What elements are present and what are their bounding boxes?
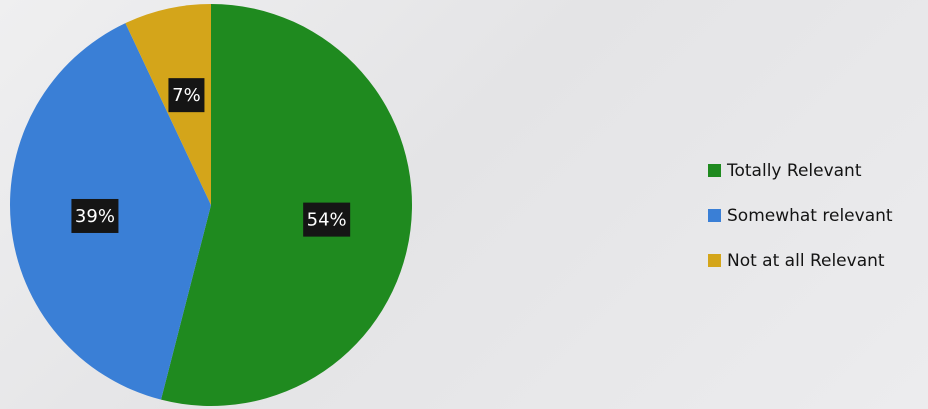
legend-item-not-at-all-relevant: Not at all Relevant bbox=[708, 243, 893, 278]
legend-item-somewhat-relevant: Somewhat relevant bbox=[708, 198, 893, 233]
data-label-totally-relevant: 54% bbox=[303, 202, 351, 237]
legend-swatch-totally-relevant bbox=[708, 164, 721, 177]
data-label-somewhat-relevant: 39% bbox=[71, 198, 119, 233]
legend-item-totally-relevant: Totally Relevant bbox=[708, 153, 893, 188]
pie-slice-totally-relevant bbox=[161, 4, 412, 406]
pie-slice-not-at-all-relevant bbox=[125, 4, 211, 205]
data-label-text-totally-relevant: 54% bbox=[307, 210, 347, 231]
pie-slices bbox=[10, 4, 412, 406]
data-label-text-not-at-all-relevant: 7% bbox=[172, 85, 201, 106]
pie-data-labels: 54% 39% 7% bbox=[71, 78, 351, 237]
legend-label-not-at-all-relevant: Not at all Relevant bbox=[727, 250, 885, 271]
legend: Totally Relevant Somewhat relevant Not a… bbox=[708, 153, 893, 278]
legend-swatch-not-at-all-relevant bbox=[708, 254, 721, 267]
data-label-box-totally-relevant bbox=[303, 202, 351, 237]
data-label-box-somewhat-relevant bbox=[71, 198, 119, 233]
legend-swatch-somewhat-relevant bbox=[708, 209, 721, 222]
legend-label-somewhat-relevant: Somewhat relevant bbox=[727, 205, 893, 226]
data-label-text-somewhat-relevant: 39% bbox=[75, 206, 115, 227]
legend-label-totally-relevant: Totally Relevant bbox=[727, 160, 862, 181]
data-label-box-not-at-all-relevant bbox=[168, 78, 205, 113]
data-label-not-at-all-relevant: 7% bbox=[168, 78, 205, 113]
